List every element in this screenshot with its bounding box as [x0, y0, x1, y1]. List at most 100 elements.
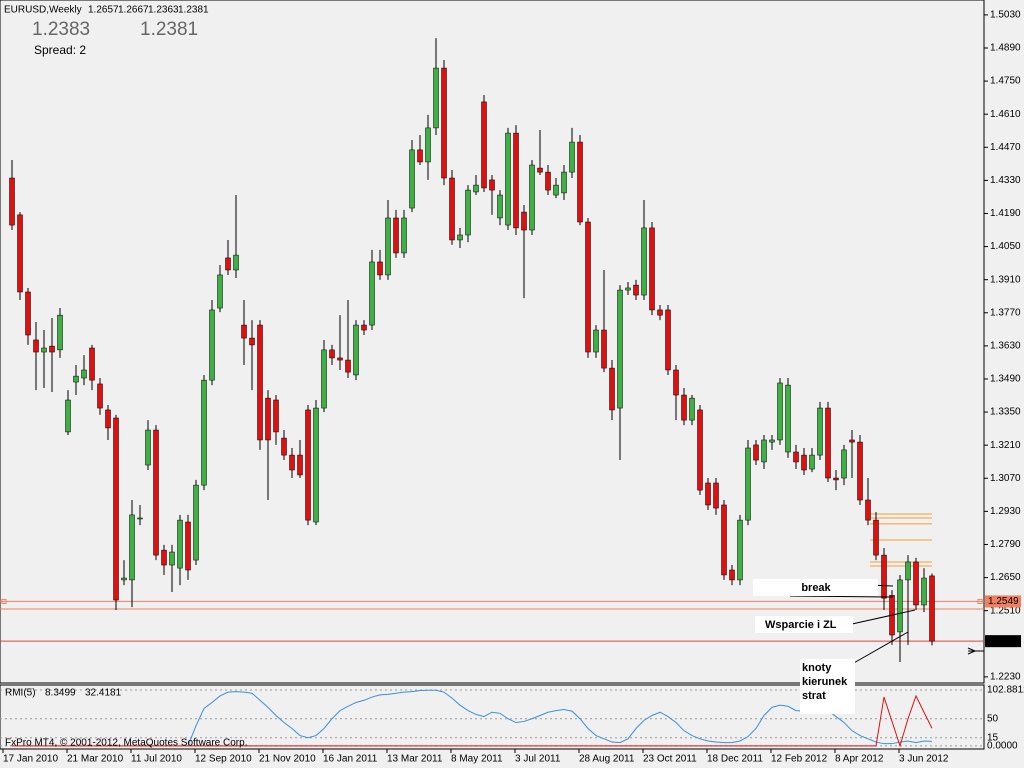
ohlc-high: 1.2667 — [118, 5, 149, 16]
candle-body — [129, 514, 135, 581]
annotation: kierunek — [802, 676, 848, 688]
current-marker — [967, 647, 984, 655]
candle-body — [473, 184, 479, 193]
main-layer — [0, 38, 984, 662]
candle-body — [569, 141, 575, 173]
y-tick-label: 1.3210 — [990, 440, 1021, 451]
candle-body — [617, 289, 623, 409]
x-tick-label: 8 May 2011 — [451, 754, 503, 765]
candle-body — [177, 519, 183, 569]
y-tick-label: 50 — [987, 713, 999, 724]
candle-body — [545, 171, 551, 191]
y-tick-label: 1.3910 — [990, 274, 1021, 285]
candle-body — [785, 384, 791, 453]
x-tick-label: 3 Jun 2012 — [899, 754, 949, 765]
candle-body — [249, 337, 255, 346]
y-tick-label: 102.8812 — [987, 685, 1024, 696]
candle-body — [49, 345, 55, 353]
candle-body — [505, 132, 511, 226]
ohlc-open: 1.2657 — [88, 5, 119, 16]
price-marker — [977, 598, 983, 604]
candle-body — [833, 477, 839, 481]
y-tick-label: 1.2230 — [990, 671, 1021, 682]
candle-body — [521, 211, 527, 231]
candle-body — [721, 504, 727, 576]
candle-body — [57, 314, 63, 351]
x-tick-label: 8 Apr 2012 — [835, 754, 884, 765]
candle-body — [817, 407, 823, 456]
candle-body — [9, 177, 15, 226]
candle-body — [769, 439, 775, 443]
candle-body — [865, 499, 871, 521]
candle-body — [369, 261, 375, 326]
candle-body — [137, 517, 143, 520]
candle-body — [281, 437, 287, 456]
price-label-box — [985, 595, 1021, 608]
candle-body — [905, 561, 911, 581]
candle-body — [457, 234, 463, 241]
candle-body — [433, 67, 439, 129]
candle-body — [65, 399, 71, 433]
candle-body — [305, 409, 311, 521]
candle-body — [41, 347, 47, 353]
candle-body — [577, 141, 583, 223]
indicator-line — [12, 694, 933, 748]
candle-body — [321, 349, 327, 409]
candle-body — [353, 324, 359, 376]
x-tick-label: 16 Jan 2011 — [323, 754, 378, 765]
candle-body — [217, 274, 223, 309]
candle-body — [337, 357, 343, 361]
annotation-box — [755, 616, 853, 633]
y-tick-label: 1.2650 — [990, 572, 1021, 583]
candle-body — [873, 519, 879, 556]
candle-body — [553, 184, 559, 196]
candle-body — [17, 214, 23, 293]
candle-body — [329, 349, 335, 359]
candle-body — [561, 171, 567, 194]
annotation-box — [753, 579, 878, 596]
candle-body — [489, 179, 495, 191]
candle-body — [929, 575, 935, 642]
candle-body — [665, 309, 671, 371]
price-label: 1.2549 — [988, 596, 1019, 607]
annotation-arrow — [789, 595, 894, 598]
candle-body — [441, 67, 447, 179]
candle-body — [105, 409, 111, 429]
candle-body — [425, 127, 431, 163]
y-tick-label: 1.4890 — [990, 43, 1021, 54]
candle-body — [169, 551, 175, 566]
candle-body — [161, 549, 167, 566]
candle-body — [409, 149, 415, 209]
candle-body — [673, 369, 679, 396]
candle-body — [777, 382, 783, 441]
candle-body — [849, 439, 855, 443]
candle-body — [193, 484, 199, 561]
candle-body — [657, 309, 663, 316]
candle-body — [793, 451, 799, 463]
x-tick-label: 13 Mar 2011 — [387, 754, 443, 765]
y-tick-label: 1.2790 — [990, 539, 1021, 550]
candle-body — [385, 217, 391, 276]
candle-body — [633, 284, 639, 296]
annotation: break — [801, 582, 831, 594]
candle-body — [809, 454, 815, 470]
candle-body — [825, 407, 831, 479]
annotation: Wsparcie i ZL — [765, 619, 837, 631]
y-tick-label: 1.2930 — [990, 506, 1021, 517]
candle-body — [801, 454, 807, 471]
candle-body — [209, 309, 215, 381]
price-marker — [1, 598, 7, 604]
x-tick-label: 17 Jan 2010 — [3, 754, 58, 765]
y-tick-label: 1.3490 — [990, 374, 1021, 385]
y-tick-label: 1.3070 — [990, 473, 1021, 484]
y-tick-label: 1.3770 — [990, 307, 1021, 318]
spread: Spread: 2 — [34, 43, 86, 57]
symbol: EURUSD,Weekly — [4, 5, 82, 16]
indicator-value: 32.4181 — [85, 688, 122, 699]
candle-body — [857, 441, 863, 501]
candle-body — [393, 217, 399, 254]
candle-body — [25, 291, 31, 336]
y-tick-label: 1.4750 — [990, 76, 1021, 87]
candle-body — [449, 177, 455, 241]
candle-body — [497, 194, 503, 219]
